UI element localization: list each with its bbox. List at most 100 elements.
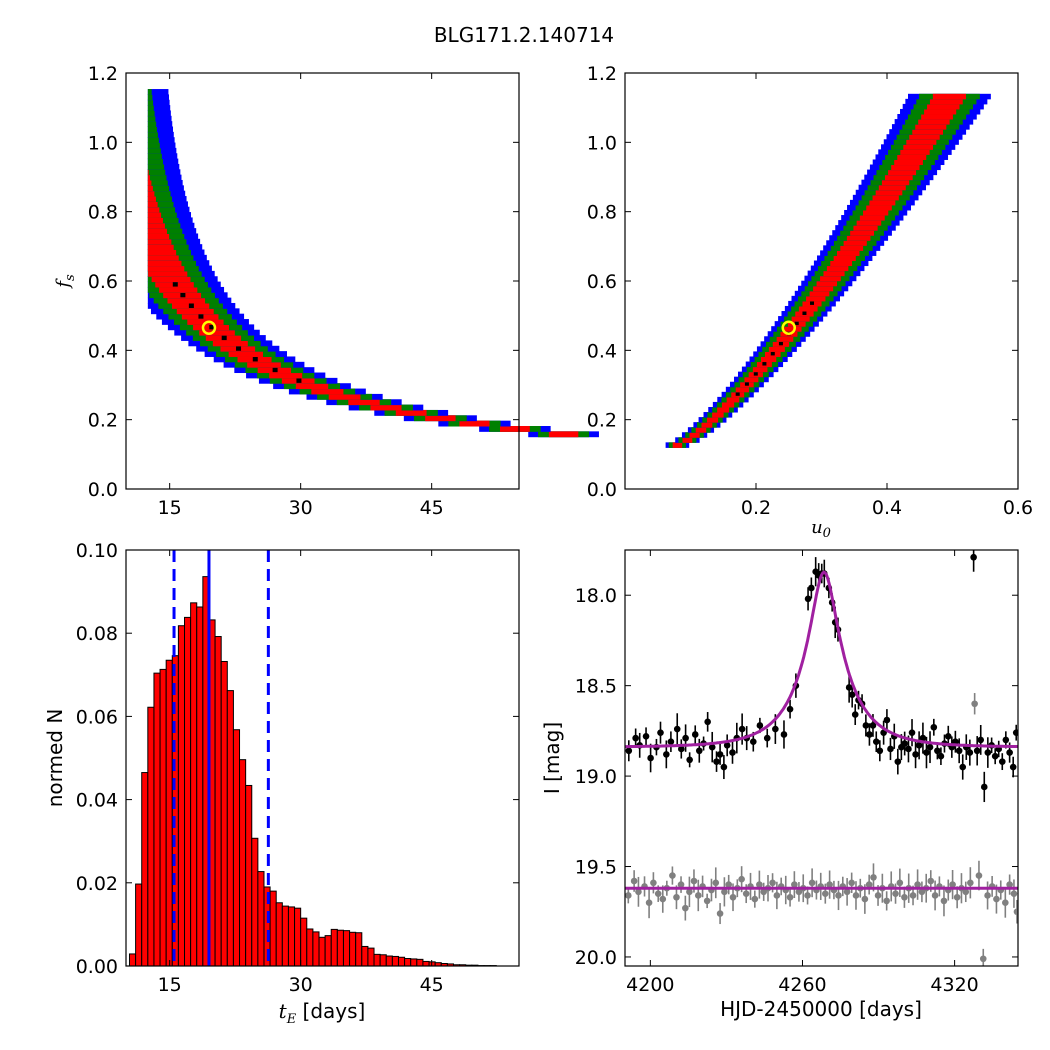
confidence-cell (147, 201, 158, 208)
u0-fs-confidence-map (665, 93, 991, 448)
data-point (751, 895, 759, 903)
best-cell (762, 361, 767, 366)
data-point (630, 877, 638, 885)
data-point (742, 890, 750, 897)
confidence-cell (151, 276, 191, 283)
confidence-cell (147, 94, 153, 101)
confidence-cell (269, 372, 303, 379)
light-curve-points (625, 550, 1018, 966)
confidence-cell (806, 295, 826, 302)
data-point (669, 872, 676, 879)
confidence-cell (903, 144, 934, 150)
data-point (712, 879, 720, 887)
y-tick-label: 0.08 (76, 623, 118, 645)
x-tick-label: 4320 (930, 974, 978, 996)
te-hist-ylabel: normed N (43, 709, 67, 808)
y-tick-label: 18.5 (575, 676, 617, 698)
confidence-cell (791, 316, 810, 322)
data-point (716, 910, 724, 917)
confidence-cell (147, 115, 172, 122)
confidence-cell (147, 89, 152, 95)
data-point (934, 747, 941, 755)
confidence-cell (712, 412, 724, 418)
data-point (738, 875, 745, 883)
x-tick-label: 0.2 (741, 497, 771, 519)
data-point (861, 895, 869, 903)
confidence-cell (147, 153, 162, 160)
confidence-cell (459, 420, 490, 427)
te-histogram-markers (172, 550, 270, 966)
confidence-cell (921, 114, 953, 120)
data-point (993, 895, 1000, 903)
confidence-cell (147, 201, 174, 208)
data-point (894, 758, 902, 765)
te-hist-xlabel: tE [days] (279, 999, 366, 1027)
histogram-bar (135, 883, 143, 967)
confidence-cell (147, 99, 154, 106)
histogram-bar (226, 690, 234, 967)
confidence-cell (929, 98, 963, 105)
data-point (967, 879, 974, 887)
data-point (870, 874, 877, 881)
data-point (876, 747, 884, 755)
data-point (625, 747, 633, 755)
histogram-bar (318, 936, 326, 967)
confidence-cell (147, 89, 169, 95)
data-point (984, 749, 992, 756)
data-point (756, 881, 763, 888)
histogram-bar (342, 930, 351, 967)
te-fs-x-ticks: 15 30 45 (158, 73, 444, 519)
data-point (721, 888, 728, 896)
y-tick-label: 19.5 (575, 857, 617, 879)
lc-x-ticks: 4200 4260 4320 (626, 550, 979, 996)
y-tick-label: 18.0 (575, 585, 617, 607)
data-point (663, 751, 670, 758)
y-tick-label: 0.02 (76, 873, 118, 895)
confidence-cell (830, 260, 853, 267)
histogram-bar (275, 902, 283, 967)
confidence-cell (147, 153, 178, 160)
confidence-cell (147, 217, 179, 224)
confidence-cell (843, 240, 867, 246)
confidence-cell (499, 426, 530, 432)
x-tick-label: 4260 (778, 974, 826, 996)
confidence-cell (897, 154, 927, 160)
data-point (970, 553, 977, 561)
data-point (912, 751, 919, 758)
te-fs-confidence-map (147, 89, 599, 438)
data-point (645, 899, 653, 906)
confidence-cell (147, 147, 161, 154)
confidence-cell (176, 308, 214, 315)
x-tick-label: 4200 (626, 974, 674, 996)
data-point (949, 881, 956, 888)
data-point (991, 752, 999, 760)
confidence-cell (147, 131, 174, 138)
confidence-cell (695, 427, 707, 433)
best-cell (802, 311, 807, 316)
confidence-cell (881, 179, 910, 186)
confidence-cell (721, 401, 735, 408)
histogram-bar (361, 945, 369, 967)
lc-ylabel: I [mag] (540, 722, 564, 794)
data-point (915, 742, 923, 749)
data-point (786, 705, 794, 713)
y-tick-label: 0.6 (88, 271, 118, 293)
data-point (923, 749, 930, 756)
data-point (937, 752, 945, 760)
data-point (682, 904, 689, 912)
histogram-bar (232, 729, 241, 967)
data-point (694, 892, 702, 899)
confidence-cell (147, 137, 159, 144)
confidence-cell (147, 228, 167, 234)
panel-te-fs: 0.0 0.2 0.4 0.6 0.8 1.0 1.2 15 30 45 fs (53, 63, 599, 519)
data-point (962, 888, 970, 896)
data-point (845, 684, 853, 691)
u0-fs-x-ticks: 0.2 0.4 0.6 (741, 73, 1033, 519)
confidence-cell (809, 290, 830, 297)
data-point (896, 879, 904, 887)
confidence-cell (147, 185, 153, 192)
data-point (973, 747, 981, 755)
histogram-bar (177, 625, 186, 967)
data-point (650, 879, 657, 887)
histogram-bar (306, 928, 314, 967)
